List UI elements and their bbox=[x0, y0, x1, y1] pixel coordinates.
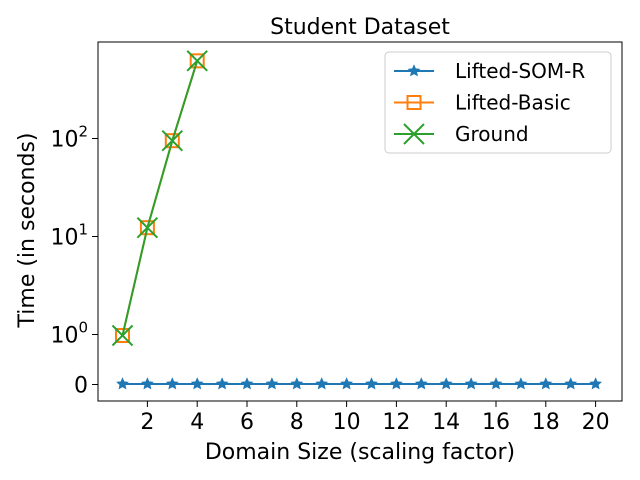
x-tick-label: 12 bbox=[382, 410, 410, 435]
series-layer bbox=[111, 50, 602, 390]
data-point bbox=[265, 377, 279, 390]
data-point bbox=[390, 377, 403, 390]
data-point bbox=[139, 220, 155, 236]
data-point bbox=[564, 377, 578, 390]
data-point bbox=[161, 129, 184, 152]
data-point bbox=[464, 377, 478, 390]
y-axis-label: Time (in seconds) bbox=[15, 133, 40, 329]
legend-marker bbox=[407, 64, 421, 77]
data-point bbox=[315, 377, 329, 390]
legend-marker bbox=[403, 123, 425, 145]
legend-label: Ground bbox=[455, 122, 529, 146]
data-point bbox=[189, 53, 205, 69]
data-point bbox=[290, 377, 304, 390]
legend: Lifted-SOM-R Lifted-Basic Ground bbox=[384, 51, 612, 154]
y-axis: 0 100 101 102 bbox=[50, 123, 98, 399]
chart-title: Student Dataset bbox=[270, 15, 450, 40]
data-point bbox=[489, 377, 503, 390]
data-point bbox=[340, 377, 353, 390]
x-tick-label: 10 bbox=[333, 410, 361, 435]
legend-label: Lifted-Basic bbox=[455, 91, 571, 115]
legend-item: Lifted-Basic bbox=[394, 91, 571, 115]
data-point bbox=[539, 377, 553, 390]
legend-marker bbox=[406, 95, 422, 110]
legend-box bbox=[384, 51, 612, 154]
data-point bbox=[514, 377, 528, 390]
y-tick-label: 102 bbox=[50, 123, 88, 153]
x-tick-label: 16 bbox=[482, 410, 510, 435]
x-tick-label: 8 bbox=[290, 410, 304, 435]
series-line bbox=[121, 60, 199, 336]
series-lifted-som-r bbox=[116, 377, 602, 390]
data-point bbox=[186, 50, 208, 72]
x-tick-label: 4 bbox=[190, 410, 204, 435]
data-point bbox=[111, 324, 134, 347]
y-tick-label: 0 bbox=[74, 374, 88, 399]
y-tick-label: 101 bbox=[50, 221, 88, 251]
x-tick-label: 20 bbox=[582, 410, 610, 435]
data-point bbox=[439, 377, 453, 390]
data-point bbox=[414, 377, 428, 390]
legend-item: Ground bbox=[394, 122, 529, 146]
plot-frame bbox=[97, 41, 623, 402]
data-point bbox=[141, 377, 154, 390]
y-tick-label: 100 bbox=[50, 319, 88, 349]
data-point bbox=[164, 133, 180, 149]
x-tick-label: 2 bbox=[140, 410, 154, 435]
series-line bbox=[121, 60, 199, 336]
data-point bbox=[190, 377, 204, 390]
data-point bbox=[116, 377, 129, 390]
x-axis-label: Domain Size (scaling factor) bbox=[205, 440, 515, 465]
x-axis: 2 4 6 8 10 12 14 16 18 20 bbox=[140, 401, 610, 435]
data-point bbox=[240, 377, 254, 390]
x-tick-label: 6 bbox=[240, 410, 254, 435]
data-point bbox=[165, 377, 179, 390]
legend-item: Lifted-SOM-R bbox=[394, 59, 585, 83]
data-point bbox=[365, 377, 378, 390]
series-ground bbox=[111, 50, 208, 347]
data-point bbox=[136, 216, 159, 239]
series-lifted-basic bbox=[115, 53, 205, 343]
x-tick-label: 14 bbox=[432, 410, 460, 435]
x-tick-label: 18 bbox=[532, 410, 560, 435]
data-point bbox=[215, 377, 229, 390]
legend-label: Lifted-SOM-R bbox=[455, 59, 585, 83]
data-point bbox=[115, 328, 130, 343]
data-point bbox=[589, 377, 602, 390]
